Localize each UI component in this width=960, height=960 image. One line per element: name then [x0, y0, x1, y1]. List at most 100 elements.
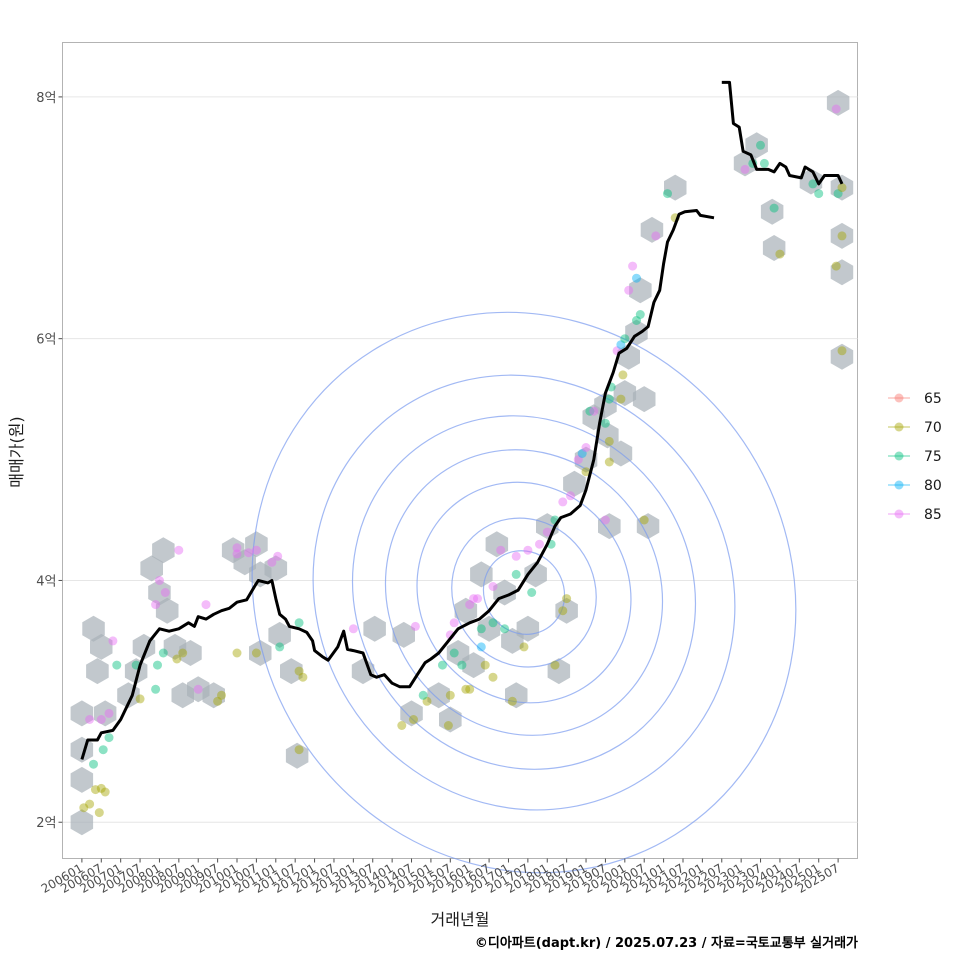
data-point-75 — [833, 189, 843, 199]
hex-cell — [830, 259, 854, 286]
data-point-70 — [550, 660, 560, 670]
legend-label: 80 — [924, 478, 942, 494]
data-point-80 — [632, 273, 641, 283]
hex-cell — [547, 658, 571, 685]
data-point-85 — [160, 588, 170, 597]
hex-cell — [477, 615, 501, 642]
data-point-85 — [511, 551, 521, 561]
data-point-80 — [577, 449, 587, 458]
hex-cell — [563, 470, 586, 497]
data-point-85 — [465, 600, 475, 610]
data-point-75 — [808, 179, 818, 189]
data-point-75 — [756, 140, 765, 150]
data-point-85 — [651, 231, 661, 241]
hex-cell — [363, 615, 386, 642]
density-contour — [351, 415, 697, 770]
data-point-85 — [740, 164, 750, 174]
data-point-70 — [775, 249, 785, 259]
data-point-70 — [100, 787, 110, 797]
data-point-70 — [251, 648, 261, 658]
data-point-70 — [294, 666, 304, 676]
density-contour — [482, 550, 566, 635]
hex-cell — [640, 216, 664, 243]
hex-cell — [400, 700, 423, 727]
density-contour — [416, 481, 632, 704]
data-point-85 — [410, 621, 420, 631]
caption: ©디아파트(dapt.kr) / 2025.07.23 / 자료=국토교통부 실… — [475, 935, 858, 951]
hex-cell — [826, 89, 850, 116]
hex-cell — [427, 682, 450, 709]
data-point-85 — [542, 527, 552, 537]
hex-cell — [830, 174, 854, 201]
data-point-75 — [457, 660, 467, 670]
legend-key-dot — [894, 451, 904, 461]
data-point-70 — [480, 660, 490, 670]
data-point-70 — [217, 690, 226, 700]
data-point-70 — [837, 346, 847, 356]
data-point-80 — [476, 642, 486, 652]
data-point-80 — [616, 340, 626, 350]
data-point-70 — [461, 684, 471, 694]
data-point-85 — [232, 549, 242, 559]
data-point-85 — [193, 684, 203, 694]
data-point-70 — [562, 594, 572, 604]
hex-cell — [202, 682, 225, 709]
data-point-85 — [155, 576, 164, 585]
hex-cell — [762, 235, 786, 261]
data-point-85 — [573, 455, 583, 465]
y-tick-label: 2억 — [36, 816, 56, 831]
data-point-70 — [294, 745, 304, 755]
data-point-85 — [108, 636, 118, 646]
hex-cell — [745, 132, 768, 159]
hex-cell — [505, 682, 528, 709]
data-point-75 — [663, 189, 672, 199]
hex-cell — [632, 386, 656, 413]
data-point-85 — [96, 715, 106, 724]
legend-key-dot — [894, 509, 904, 519]
data-point-70 — [604, 457, 614, 467]
trend-line-layer — [80, 80, 844, 760]
hex-cell — [245, 531, 268, 558]
hex-cell — [70, 809, 94, 836]
data-point-70 — [465, 684, 475, 694]
data-point-85 — [273, 551, 283, 561]
x-axis-ticks: 2006012006072007012007072008012008072009… — [39, 858, 842, 896]
data-point-70 — [581, 467, 591, 477]
hex-cell — [264, 555, 288, 582]
hex-cell — [155, 597, 179, 624]
hex-cell — [613, 380, 637, 407]
hex-cell — [392, 621, 415, 648]
data-point-70 — [507, 696, 517, 706]
data-point-75 — [604, 394, 614, 404]
data-point-70 — [96, 783, 106, 793]
hex-cell — [830, 222, 854, 249]
data-point-70 — [558, 606, 568, 616]
density-contour — [451, 517, 597, 668]
hex-cell — [249, 640, 272, 666]
data-point-70 — [604, 436, 614, 446]
hex-cell — [268, 621, 291, 648]
data-point-70 — [831, 261, 841, 271]
data-point-85 — [600, 515, 610, 525]
data-point-85 — [558, 497, 568, 507]
data-point-70 — [837, 183, 847, 193]
data-point-70 — [443, 721, 453, 730]
data-point-85 — [201, 600, 211, 610]
data-point-75 — [418, 690, 428, 700]
data-point-85 — [267, 557, 277, 567]
hex-cell — [70, 766, 94, 793]
hex-cell — [485, 531, 509, 558]
data-point-70 — [79, 803, 89, 813]
hex-cell — [140, 555, 163, 582]
hex-cell — [285, 742, 309, 769]
hex-cell — [179, 640, 202, 666]
data-point-75 — [759, 158, 769, 168]
data-point-70 — [445, 690, 455, 700]
data-point-70 — [616, 394, 626, 404]
hex-cell — [70, 700, 94, 727]
data-point-85 — [151, 600, 161, 610]
data-point-85 — [174, 545, 184, 555]
data-point-75 — [635, 310, 645, 319]
hex-cell — [524, 561, 547, 588]
data-point-70 — [397, 721, 407, 730]
